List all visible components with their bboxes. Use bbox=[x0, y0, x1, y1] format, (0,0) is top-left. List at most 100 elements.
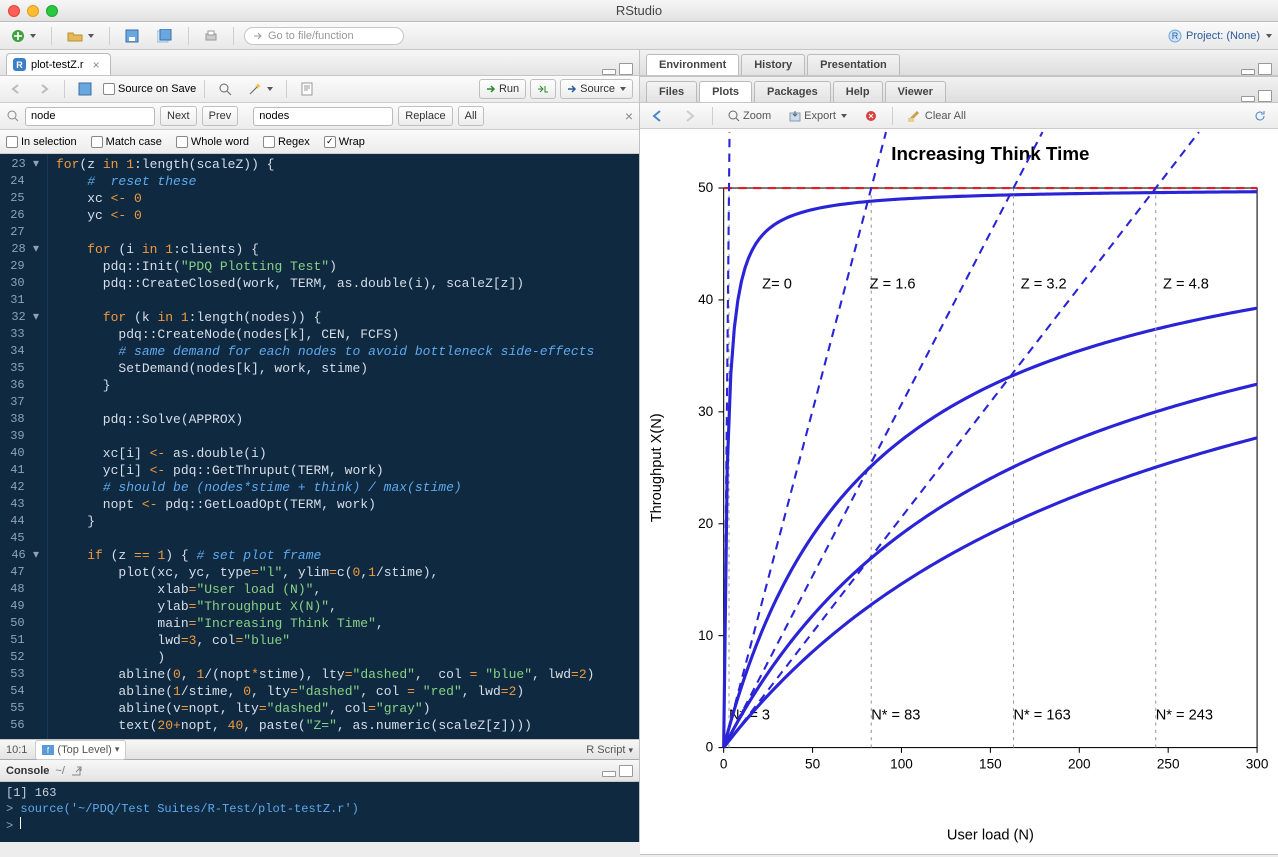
tab-history[interactable]: History bbox=[741, 54, 805, 75]
close-tab-button[interactable]: × bbox=[93, 58, 100, 72]
in-selection-checkbox[interactable]: In selection bbox=[6, 136, 77, 148]
save-all-button[interactable] bbox=[152, 26, 178, 46]
cursor-position: 10:1 bbox=[6, 744, 27, 756]
plots-max-icon[interactable] bbox=[1258, 90, 1272, 102]
tab-plots[interactable]: Plots bbox=[699, 81, 752, 102]
console-path: ~/ bbox=[55, 765, 64, 777]
wand-icon[interactable] bbox=[243, 79, 278, 99]
env-min-icon[interactable] bbox=[1241, 69, 1255, 75]
tab-help[interactable]: Help bbox=[833, 81, 883, 102]
tab-viewer[interactable]: Viewer bbox=[885, 81, 946, 102]
svg-text:20: 20 bbox=[698, 516, 714, 531]
wrap-checkbox[interactable]: ✓Wrap bbox=[324, 136, 365, 148]
scope-selector[interactable]: f (Top Level) ▾ bbox=[35, 740, 126, 760]
new-file-button[interactable] bbox=[6, 26, 41, 46]
console-min-icon[interactable] bbox=[602, 771, 616, 777]
search-icon bbox=[6, 109, 20, 123]
plots-pane: Files Plots Packages Help Viewer Zoom Ex… bbox=[640, 77, 1278, 855]
compile-report-button[interactable] bbox=[295, 79, 319, 99]
nav-back-button[interactable] bbox=[6, 79, 28, 99]
svg-text:R: R bbox=[1172, 31, 1179, 41]
env-max-icon[interactable] bbox=[1258, 63, 1272, 75]
save-button[interactable] bbox=[120, 26, 144, 46]
nav-fwd-button[interactable] bbox=[34, 79, 56, 99]
match-case-checkbox[interactable]: Match case bbox=[91, 136, 162, 148]
close-find-button[interactable]: × bbox=[625, 108, 633, 124]
source-pane: R plot-testZ.r × Source on Save bbox=[0, 50, 639, 760]
svg-text:N* = 83: N* = 83 bbox=[871, 708, 920, 724]
console-header: Console ~/ bbox=[0, 760, 639, 782]
svg-text:Z = 4.8: Z = 4.8 bbox=[1163, 277, 1209, 293]
run-button[interactable]: Run bbox=[479, 79, 526, 99]
plot-tabs: Files Plots Packages Help Viewer bbox=[640, 77, 1278, 103]
svg-text:250: 250 bbox=[1157, 756, 1180, 771]
tab-packages[interactable]: Packages bbox=[754, 81, 831, 102]
svg-text:Throughput X(N): Throughput X(N) bbox=[649, 413, 665, 522]
tab-files[interactable]: Files bbox=[646, 81, 697, 102]
main-toolbar: Go to file/function R Project: (None) bbox=[0, 22, 1278, 50]
code-editor[interactable]: 23 ▾ 24 25 26 27 28 ▾ 29 30 31 32 ▾ 33 3… bbox=[0, 154, 639, 739]
goto-file-placeholder: Go to file/function bbox=[268, 30, 354, 42]
plot-next-button[interactable] bbox=[678, 106, 702, 126]
find-options: In selection Match case Whole word Regex… bbox=[0, 130, 639, 154]
minimize-pane-icon[interactable] bbox=[602, 69, 616, 75]
svg-text:Z = 1.6: Z = 1.6 bbox=[870, 277, 916, 293]
source-statusbar: 10:1 f (Top Level) ▾ R Script ▾ bbox=[0, 739, 639, 759]
remove-plot-button[interactable] bbox=[860, 106, 882, 126]
window-title: RStudio bbox=[0, 3, 1278, 18]
source-button[interactable]: Source bbox=[560, 79, 633, 99]
goto-arrow-icon bbox=[253, 31, 263, 41]
find-icon[interactable] bbox=[213, 79, 237, 99]
plots-toolbar: Zoom Export Clear All bbox=[640, 103, 1278, 129]
console-popup-icon[interactable] bbox=[71, 766, 83, 776]
svg-text:User load (N): User load (N) bbox=[947, 828, 1034, 844]
svg-text:40: 40 bbox=[698, 292, 714, 307]
zoom-button[interactable]: Zoom bbox=[723, 106, 776, 126]
plots-min-icon[interactable] bbox=[1241, 96, 1255, 102]
svg-text:30: 30 bbox=[698, 404, 714, 419]
plot-area: Increasing Think Time User load (N) Throug… bbox=[640, 129, 1278, 854]
clear-all-button[interactable]: Clear All bbox=[903, 106, 971, 126]
source-tab-filename: plot-testZ.r bbox=[31, 59, 84, 71]
goto-file-input[interactable]: Go to file/function bbox=[244, 27, 404, 45]
window-titlebar: RStudio bbox=[0, 0, 1278, 22]
source-tab[interactable]: R plot-testZ.r × bbox=[6, 53, 111, 75]
replace-button[interactable]: Replace bbox=[398, 106, 452, 126]
find-input[interactable] bbox=[25, 107, 155, 126]
rerun-button[interactable] bbox=[530, 79, 556, 99]
refresh-plot-button[interactable] bbox=[1248, 106, 1272, 126]
source-toolbar: Source on Save Run Source bbox=[0, 76, 639, 103]
throughput-chart: Increasing Think Time User load (N) Throug… bbox=[640, 129, 1278, 854]
console-max-icon[interactable] bbox=[619, 765, 633, 777]
svg-text:Increasing Think Time: Increasing Think Time bbox=[891, 143, 1089, 164]
svg-text:100: 100 bbox=[890, 756, 913, 771]
find-prev-button[interactable]: Prev bbox=[202, 106, 239, 126]
project-icon: R bbox=[1168, 29, 1182, 43]
source-tabbar: R plot-testZ.r × bbox=[0, 50, 639, 76]
whole-word-checkbox[interactable]: Whole word bbox=[176, 136, 249, 148]
tab-environment[interactable]: Environment bbox=[646, 54, 739, 75]
tab-presentation[interactable]: Presentation bbox=[807, 54, 900, 75]
save-source-button[interactable] bbox=[73, 79, 97, 99]
r-file-icon: R bbox=[13, 58, 26, 71]
svg-text:200: 200 bbox=[1068, 756, 1091, 771]
console-pane: Console ~/ [1] 163 > source('~/PDQ/Test … bbox=[0, 760, 639, 842]
regex-checkbox[interactable]: Regex bbox=[263, 136, 310, 148]
source-on-save-checkbox[interactable]: Source on Save bbox=[103, 83, 196, 95]
console-output[interactable]: [1] 163 > source('~/PDQ/Test Suites/R-Te… bbox=[0, 782, 639, 842]
find-next-button[interactable]: Next bbox=[160, 106, 197, 126]
export-button[interactable]: Export bbox=[784, 106, 852, 126]
environment-pane: Environment History Presentation bbox=[640, 50, 1278, 77]
svg-text:150: 150 bbox=[979, 756, 1002, 771]
open-file-button[interactable] bbox=[62, 26, 99, 46]
language-selector[interactable]: R Script ▾ bbox=[586, 744, 633, 756]
maximize-pane-icon[interactable] bbox=[619, 63, 633, 75]
svg-text:50: 50 bbox=[805, 756, 821, 771]
plot-prev-button[interactable] bbox=[646, 106, 670, 126]
replace-input[interactable] bbox=[253, 107, 393, 126]
replace-all-button[interactable]: All bbox=[458, 106, 484, 126]
print-button[interactable] bbox=[199, 26, 223, 46]
project-label[interactable]: Project: (None) bbox=[1186, 30, 1260, 42]
find-bar: Next Prev Replace All × bbox=[0, 103, 639, 130]
svg-text:50: 50 bbox=[698, 180, 714, 195]
